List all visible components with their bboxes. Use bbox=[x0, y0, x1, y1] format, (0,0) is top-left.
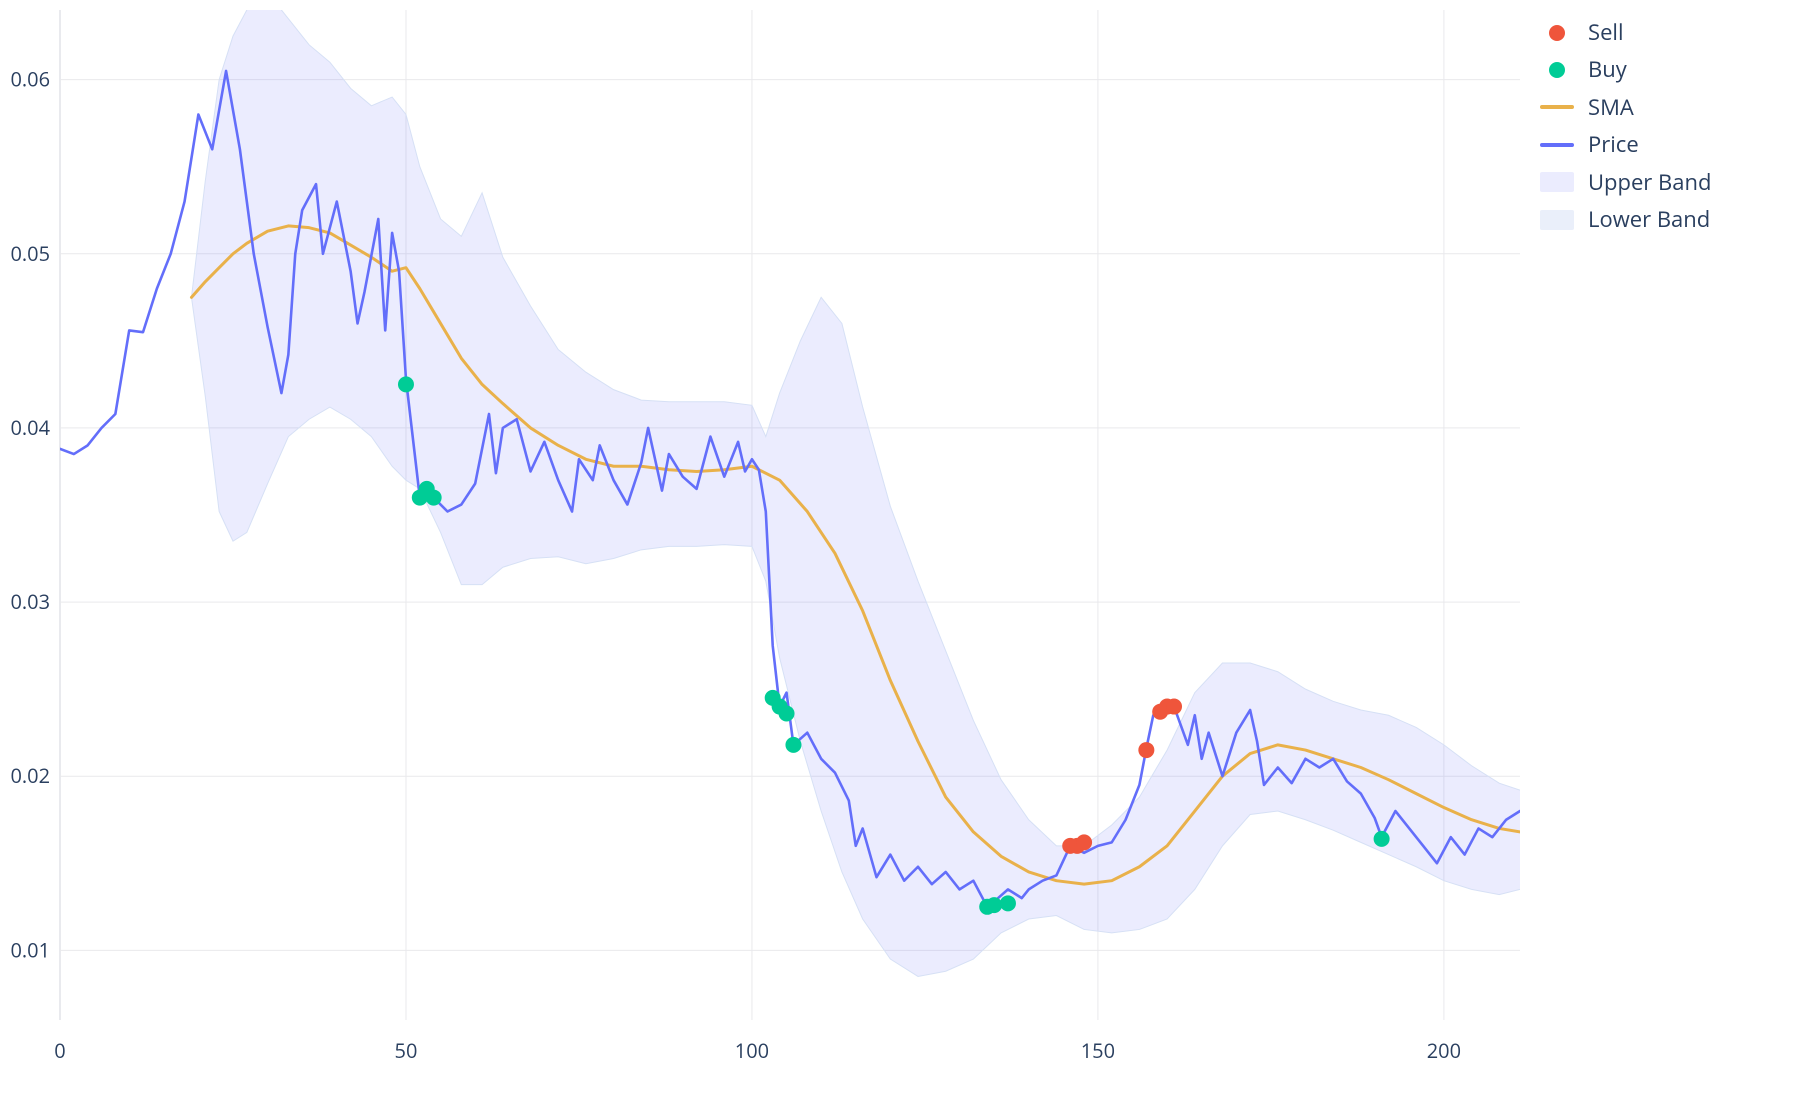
chart-container: 0 50 100 150 200 0.01 0.02 0.03 0.04 0.05 0.06 Sel… bbox=[0, 0, 1800, 1100]
legend-label: Price bbox=[1588, 126, 1639, 163]
sell-marker[interactable] bbox=[1166, 699, 1182, 715]
buy-marker[interactable] bbox=[426, 490, 442, 506]
legend-item[interactable]: Sell bbox=[1540, 14, 1711, 51]
legend-dot-icon bbox=[1540, 25, 1574, 41]
sell-marker[interactable] bbox=[1076, 834, 1092, 850]
legend-label: Buy bbox=[1588, 51, 1627, 88]
legend-label: Sell bbox=[1588, 14, 1624, 51]
y-tick-label: 0.06 bbox=[10, 66, 50, 93]
chart-legend[interactable]: SellBuySMAPriceUpper BandLower Band bbox=[1540, 14, 1711, 238]
legend-dot-icon bbox=[1540, 62, 1574, 78]
legend-line-icon bbox=[1540, 143, 1574, 147]
legend-label: Upper Band bbox=[1588, 164, 1711, 201]
legend-line-icon bbox=[1540, 105, 1574, 109]
legend-label: Lower Band bbox=[1588, 201, 1710, 238]
y-tick-label: 0.03 bbox=[10, 588, 50, 615]
legend-item[interactable]: Upper Band bbox=[1540, 164, 1711, 201]
buy-marker[interactable] bbox=[1000, 895, 1016, 911]
legend-band-icon bbox=[1540, 210, 1574, 230]
legend-item[interactable]: Lower Band bbox=[1540, 201, 1711, 238]
legend-item[interactable]: Buy bbox=[1540, 51, 1711, 88]
x-tick-label: 100 bbox=[735, 1037, 769, 1064]
legend-item[interactable]: Price bbox=[1540, 126, 1711, 163]
legend-band-icon bbox=[1540, 172, 1574, 192]
buy-marker[interactable] bbox=[986, 897, 1002, 913]
y-tick-label: 0.05 bbox=[10, 240, 50, 267]
buy-marker[interactable] bbox=[785, 737, 801, 753]
x-tick-label: 200 bbox=[1427, 1037, 1461, 1064]
y-tick-label: 0.04 bbox=[10, 414, 50, 441]
legend-item[interactable]: SMA bbox=[1540, 89, 1711, 126]
x-tick-label: 0 bbox=[54, 1037, 65, 1064]
chart-svg[interactable]: 0 50 100 150 200 0.01 0.02 0.03 0.04 0.05 0.06 bbox=[0, 0, 1800, 1100]
buy-marker[interactable] bbox=[1374, 831, 1390, 847]
sell-marker[interactable] bbox=[1138, 742, 1154, 758]
y-tick-label: 0.02 bbox=[10, 762, 50, 789]
y-tick-label: 0.01 bbox=[10, 936, 50, 963]
buy-marker[interactable] bbox=[398, 376, 414, 392]
buy-marker[interactable] bbox=[779, 706, 795, 722]
legend-label: SMA bbox=[1588, 89, 1634, 126]
x-tick-label: 50 bbox=[395, 1037, 418, 1064]
x-tick-label: 150 bbox=[1081, 1037, 1115, 1064]
